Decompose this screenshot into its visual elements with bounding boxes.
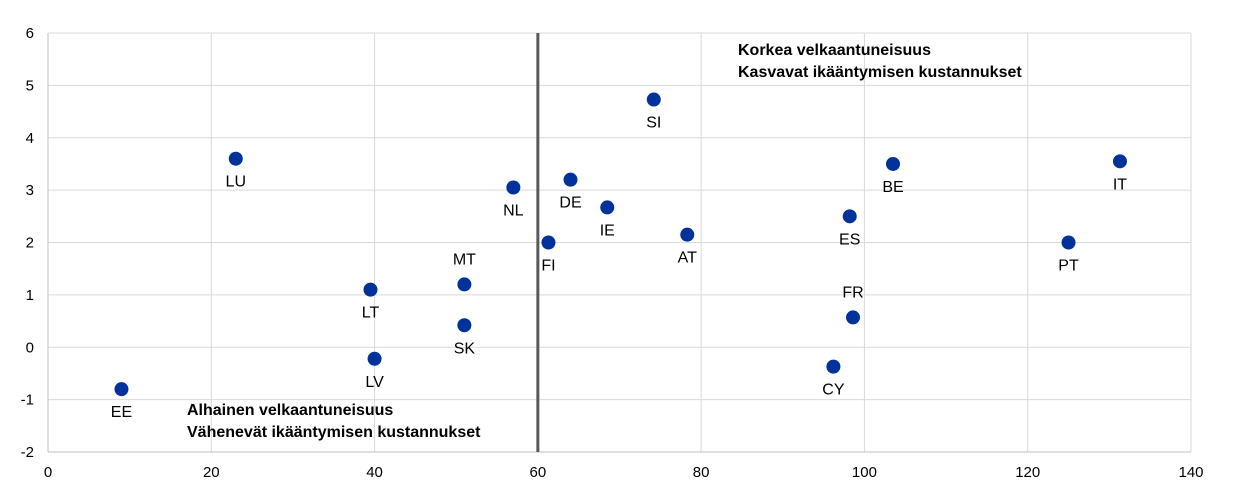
annotation-high-line1: Korkea velkaantuneisuus xyxy=(738,42,931,59)
point-label-it: IT xyxy=(1113,176,1127,193)
point-label-be: BE xyxy=(882,179,903,196)
data-point-fr xyxy=(845,310,860,325)
y-tick-label: 6 xyxy=(26,25,34,42)
data-point-fi xyxy=(541,235,556,250)
y-tick-label: 1 xyxy=(26,287,34,304)
data-point-nl xyxy=(506,180,521,195)
y-tick-label: -2 xyxy=(21,444,34,461)
data-point-be xyxy=(886,156,901,171)
data-point-lt xyxy=(363,282,378,297)
annotation-low-line1: Alhainen velkaantuneisuus xyxy=(187,402,393,419)
annotation-low-line2: Vähenevät ikääntymisen kustannukset xyxy=(187,424,481,441)
x-tick-label: 120 xyxy=(1015,464,1040,481)
point-label-lv: LV xyxy=(365,374,384,391)
annotation-high-line2: Kasvavat ikääntymisen kustannukset xyxy=(738,64,1022,81)
y-tick-label: -1 xyxy=(21,392,34,409)
point-label-mt: MT xyxy=(453,251,476,268)
point-label-fr: FR xyxy=(842,284,863,301)
point-label-de: DE xyxy=(559,195,581,212)
point-label-cy: CY xyxy=(822,382,845,399)
y-tick-label: 0 xyxy=(26,339,34,356)
data-point-ee xyxy=(114,382,129,397)
data-point-es xyxy=(842,209,857,224)
data-points xyxy=(114,92,1127,397)
point-label-at: AT xyxy=(678,250,697,267)
data-point-lv xyxy=(367,351,382,366)
point-labels: EE LU LT LV MT SK NL FI DE IE SI AT CY ES FR BE PT IT xyxy=(111,115,1127,422)
x-tick-label: 140 xyxy=(1178,464,1203,481)
point-label-es: ES xyxy=(839,231,860,248)
x-axis-ticks: 0 20 40 60 80 100 120 140 xyxy=(44,464,1204,481)
data-point-si xyxy=(646,92,661,107)
point-label-lt: LT xyxy=(362,305,380,322)
y-tick-label: 4 xyxy=(26,130,34,147)
y-tick-label: 3 xyxy=(26,182,34,199)
data-point-sk xyxy=(457,318,472,333)
x-tick-label: 60 xyxy=(530,464,547,481)
x-tick-label: 40 xyxy=(366,464,383,481)
data-point-cy xyxy=(826,359,841,374)
data-point-pt xyxy=(1061,235,1076,250)
y-tick-label: 2 xyxy=(26,235,34,252)
data-point-ie xyxy=(600,200,615,215)
point-label-nl: NL xyxy=(503,203,524,220)
point-label-si: SI xyxy=(646,115,661,132)
point-label-ee: EE xyxy=(111,404,132,421)
data-point-de xyxy=(563,172,578,187)
data-point-mt xyxy=(457,277,472,292)
grid xyxy=(47,32,1192,453)
point-label-pt: PT xyxy=(1058,258,1079,275)
y-axis-ticks: -2 -1 0 1 2 3 4 5 6 xyxy=(21,25,34,461)
data-point-it xyxy=(1112,154,1127,169)
data-point-lu xyxy=(228,151,243,166)
point-label-ie: IE xyxy=(600,222,615,239)
x-tick-label: 100 xyxy=(852,464,877,481)
x-tick-label: 20 xyxy=(203,464,220,481)
point-label-lu: LU xyxy=(226,174,246,191)
point-label-fi: FI xyxy=(541,258,555,275)
data-point-at xyxy=(680,227,695,242)
x-tick-label: 80 xyxy=(693,464,710,481)
x-tick-label: 0 xyxy=(44,464,52,481)
point-label-sk: SK xyxy=(454,340,476,357)
y-tick-label: 5 xyxy=(26,77,34,94)
